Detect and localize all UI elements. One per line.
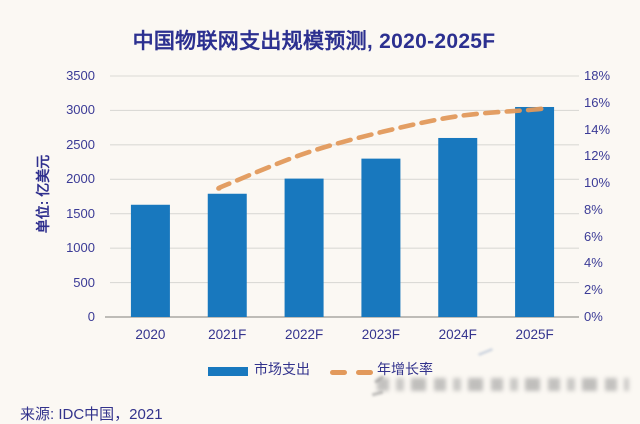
y-right-tick-label: 2% — [584, 282, 603, 298]
growth-rate-dashed-line — [216, 105, 550, 191]
legend-line-label: 年增长率 — [377, 361, 433, 377]
y-left-tick-label: 1000 — [66, 240, 95, 256]
y-left-tick-label: 500 — [73, 274, 95, 290]
y-right-tick-label: 6% — [584, 228, 603, 244]
y-left-tick-label: 3500 — [66, 68, 95, 83]
y-left-tick-label: 3000 — [66, 102, 95, 118]
legend-dash-icon — [330, 370, 347, 375]
x-tick-label: 2020 — [135, 327, 166, 342]
y-left-tick-label: 0 — [87, 309, 95, 324]
legend-dash-icon — [356, 370, 373, 375]
y-left-tick-label: 2000 — [66, 171, 95, 187]
bar-2023F — [361, 158, 401, 317]
x-tick-label: 2021F — [208, 327, 247, 342]
x-tick-label: 2022F — [284, 327, 324, 342]
bar-2020 — [130, 204, 170, 317]
y-right-tick-label: 12% — [584, 148, 611, 164]
bar-2025F — [515, 106, 555, 317]
legend-bar-label: 市场支出 — [254, 361, 310, 377]
source-note: 来源: IDC中国，2021 — [20, 406, 163, 423]
y-right-tick-label: 10% — [584, 175, 611, 191]
y-right-tick-label: 16% — [584, 94, 611, 110]
y-right-tick-label: 8% — [584, 201, 603, 217]
bar-2021F — [207, 193, 247, 317]
y-left-tick-label: 2500 — [66, 136, 95, 152]
bar-2024F — [438, 137, 478, 317]
x-tick-label: 2023F — [361, 327, 401, 342]
y-right-tick-label: 4% — [584, 255, 603, 271]
y-right-tick-label: 18% — [584, 68, 611, 83]
y-right-tick-label: 14% — [584, 121, 611, 137]
x-tick-label: 2025F — [515, 327, 554, 342]
blurred-watermark — [377, 378, 629, 391]
x-tick-label: 2024F — [438, 327, 477, 342]
legend-bar-swatch-icon — [208, 367, 248, 376]
chart-title: 中国物联网支出规模预测, 2020-2025F — [132, 30, 496, 53]
bar-2022F — [284, 178, 324, 317]
y-left-tick-label: 1500 — [66, 205, 95, 221]
y-right-tick-label: 0% — [584, 309, 603, 324]
